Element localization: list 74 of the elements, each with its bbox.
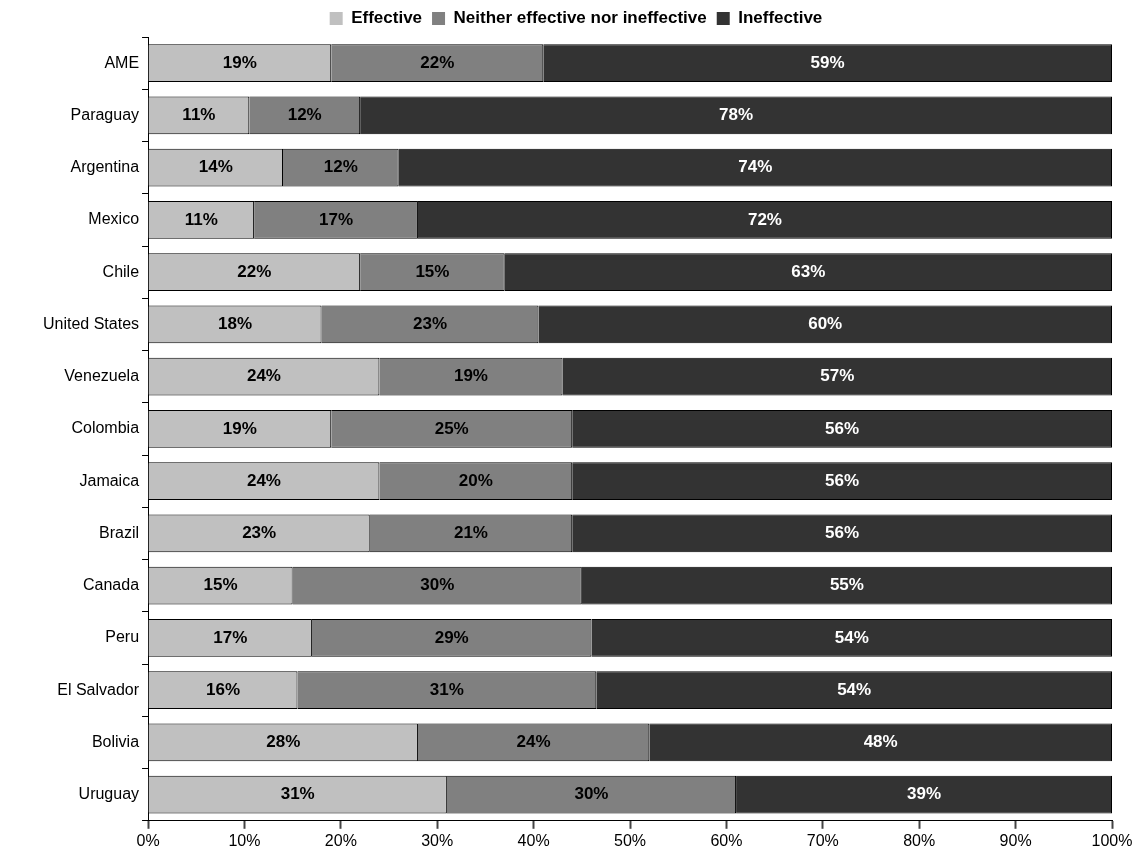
y-tick-label: Chile [102, 262, 140, 280]
data-label: 12% [323, 157, 358, 177]
data-label: 11% [182, 105, 216, 125]
data-label: 25% [434, 418, 469, 438]
data-label: 18% [218, 314, 253, 334]
data-label: 14% [198, 157, 233, 177]
x-tick-label: 20% [324, 831, 357, 849]
y-tick-label: Bolivia [91, 732, 140, 750]
y-tick-label: Jamaica [79, 471, 140, 489]
y-tick-label: Uruguay [78, 785, 140, 803]
y-tick-label: Brazil [99, 523, 140, 541]
data-label: 16% [205, 679, 241, 699]
data-label: 20% [458, 470, 493, 490]
data-label: 23% [412, 314, 448, 334]
x-tick-label: 90% [999, 831, 1032, 849]
y-tick-label: Mexico [88, 210, 140, 228]
data-label: 21% [453, 523, 488, 543]
data-label: 31% [429, 679, 464, 699]
data-label: 30% [574, 784, 609, 804]
data-label: 19% [222, 418, 257, 438]
x-tick-label: 100% [1091, 831, 1133, 849]
y-tick-label: Paraguay [70, 105, 140, 123]
x-tick-label: 10% [228, 831, 261, 849]
data-label: 15% [203, 575, 238, 595]
data-label: 12% [287, 105, 322, 125]
data-label: 29% [434, 627, 469, 647]
data-label: 39% [907, 784, 942, 804]
data-label: 56% [825, 470, 860, 490]
data-label: 24% [516, 732, 551, 752]
data-label: 19% [222, 52, 257, 72]
legend-label: Ineffective [738, 8, 823, 28]
data-label: 48% [863, 732, 898, 752]
data-label: 23% [242, 523, 277, 543]
x-tick-label: 70% [806, 831, 839, 849]
x-tick-label: 40% [517, 831, 550, 849]
data-label: 17% [213, 627, 248, 647]
y-tick-label: Argentina [70, 158, 140, 176]
data-label: 55% [829, 575, 864, 595]
legend-label: Effective [351, 8, 423, 28]
data-label: 31% [280, 784, 315, 804]
data-label: 78% [719, 105, 754, 125]
data-label: 22% [237, 261, 272, 281]
data-label: 74% [738, 157, 773, 177]
data-label: 22% [420, 52, 455, 72]
data-label: 72% [747, 209, 782, 229]
x-tick-label: 60% [710, 831, 743, 849]
data-label: 60% [808, 314, 843, 334]
x-tick-label: 80% [903, 831, 936, 849]
y-tick-label: United States [42, 314, 140, 332]
y-tick-label: Venezuela [64, 367, 140, 385]
data-label: 24% [246, 470, 281, 490]
data-label: 28% [266, 732, 301, 752]
data-label: 54% [837, 679, 872, 699]
data-label: 56% [825, 418, 860, 438]
data-label: 63% [791, 261, 826, 281]
data-label: 59% [810, 52, 845, 72]
y-tick-label: AME [104, 53, 140, 71]
data-label: 17% [319, 209, 354, 229]
y-tick-label: Canada [83, 576, 140, 594]
data-label: 30% [420, 575, 455, 595]
data-label: 56% [825, 523, 860, 543]
legend-label: Neither effective nor ineffective [453, 8, 707, 28]
y-tick-label: Peru [105, 628, 140, 646]
y-tick-label: El Salvador [57, 680, 140, 698]
data-label: 15% [415, 261, 450, 281]
data-label: 54% [834, 627, 869, 647]
x-tick-label: 0% [136, 831, 160, 849]
data-label: 57% [820, 366, 855, 386]
data-label: 24% [246, 366, 281, 386]
x-tick-label: 50% [614, 831, 647, 849]
y-tick-label: Colombia [71, 419, 140, 437]
data-label: 11% [184, 209, 218, 229]
x-tick-label: 30% [421, 831, 454, 849]
data-label: 19% [453, 366, 488, 386]
